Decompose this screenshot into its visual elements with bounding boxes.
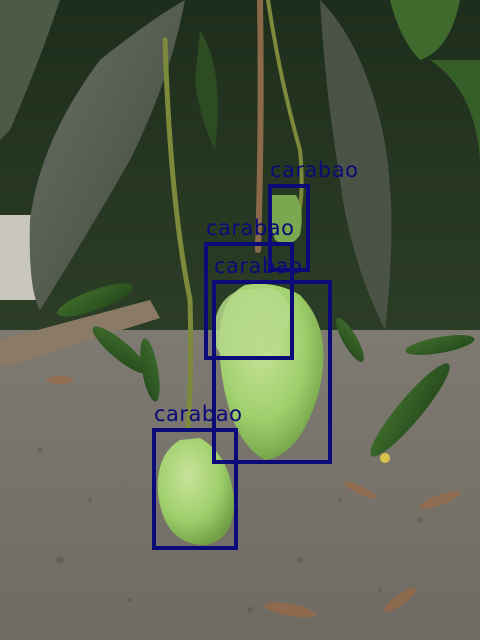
large-leaves (0, 0, 480, 330)
detection-label: carabao (270, 158, 359, 182)
shrub-leaves (57, 283, 475, 457)
detection-box (268, 184, 310, 272)
detection-box (152, 428, 238, 550)
detection-box (212, 280, 332, 464)
wooden-plank (0, 300, 160, 368)
mangoes (157, 195, 390, 545)
ground-debris (37, 447, 423, 613)
detection-label: carabao (214, 254, 303, 278)
detection-label: carabao (206, 216, 295, 240)
dry-leaves (46, 376, 461, 618)
detection-label: carabao (154, 402, 243, 426)
detection-box (204, 242, 294, 360)
